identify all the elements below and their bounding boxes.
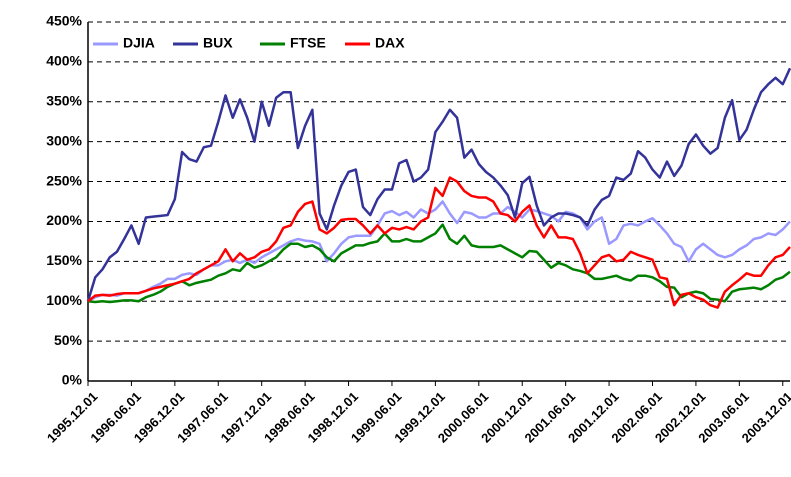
series-line	[86, 67, 791, 302]
y-tick-label: 200%	[46, 212, 82, 228]
series-line	[87, 223, 791, 304]
y-tick-label: 50%	[54, 332, 83, 348]
y-tick-label: 100%	[46, 292, 82, 308]
legend-label: DAX	[375, 35, 405, 51]
legend-label: FTSE	[290, 35, 326, 51]
y-tick-label: 350%	[46, 92, 82, 108]
legend-label: BUX	[203, 35, 233, 51]
y-tick-label: 150%	[46, 252, 82, 268]
y-tick-label: 0%	[62, 372, 83, 388]
y-tick-label: 300%	[46, 132, 82, 148]
y-tick-label: 250%	[46, 172, 82, 188]
series-line	[87, 200, 791, 303]
y-tick-label: 400%	[46, 53, 82, 69]
legend-label: DJIA	[123, 35, 155, 51]
y-tick-label: 450%	[46, 13, 82, 29]
series-line	[87, 176, 791, 309]
